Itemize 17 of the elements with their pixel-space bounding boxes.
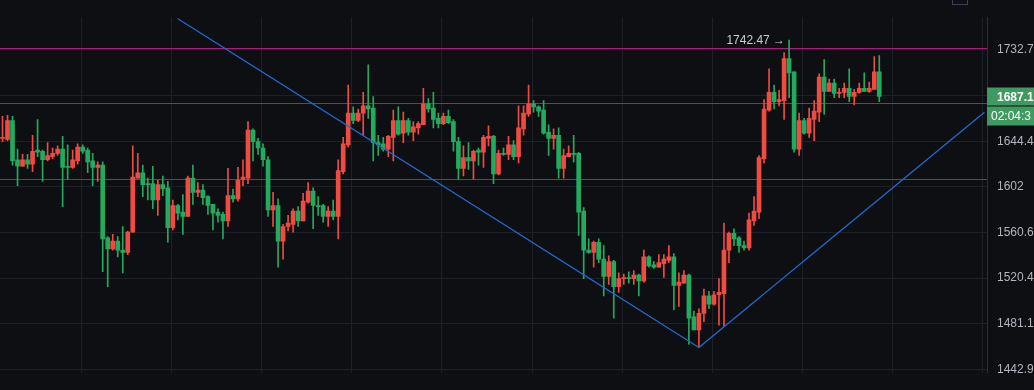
y-tick-label: 1560.6: [997, 224, 1034, 239]
candlestick: [120, 226, 126, 274]
text: 1687.1: [997, 89, 1034, 104]
candlestick: [631, 270, 637, 285]
y-tick-label: 1442.9: [997, 361, 1034, 376]
candlestick: [195, 182, 201, 198]
text: 02:04:3: [991, 108, 1032, 123]
annotation: 1742.47 →: [726, 33, 786, 48]
candlestick: [360, 92, 366, 136]
y-tick-label: 1520.4: [997, 270, 1034, 285]
candlestick: [861, 72, 867, 92]
candlestick: [626, 271, 632, 284]
y-tick-label: 1481.1: [997, 316, 1034, 331]
y-tick-label: 1602: [997, 179, 1025, 194]
y-tick-label: 1644.4: [997, 133, 1034, 148]
y-tick-label: 1732.7: [997, 42, 1034, 57]
candlestick: [95, 161, 101, 182]
